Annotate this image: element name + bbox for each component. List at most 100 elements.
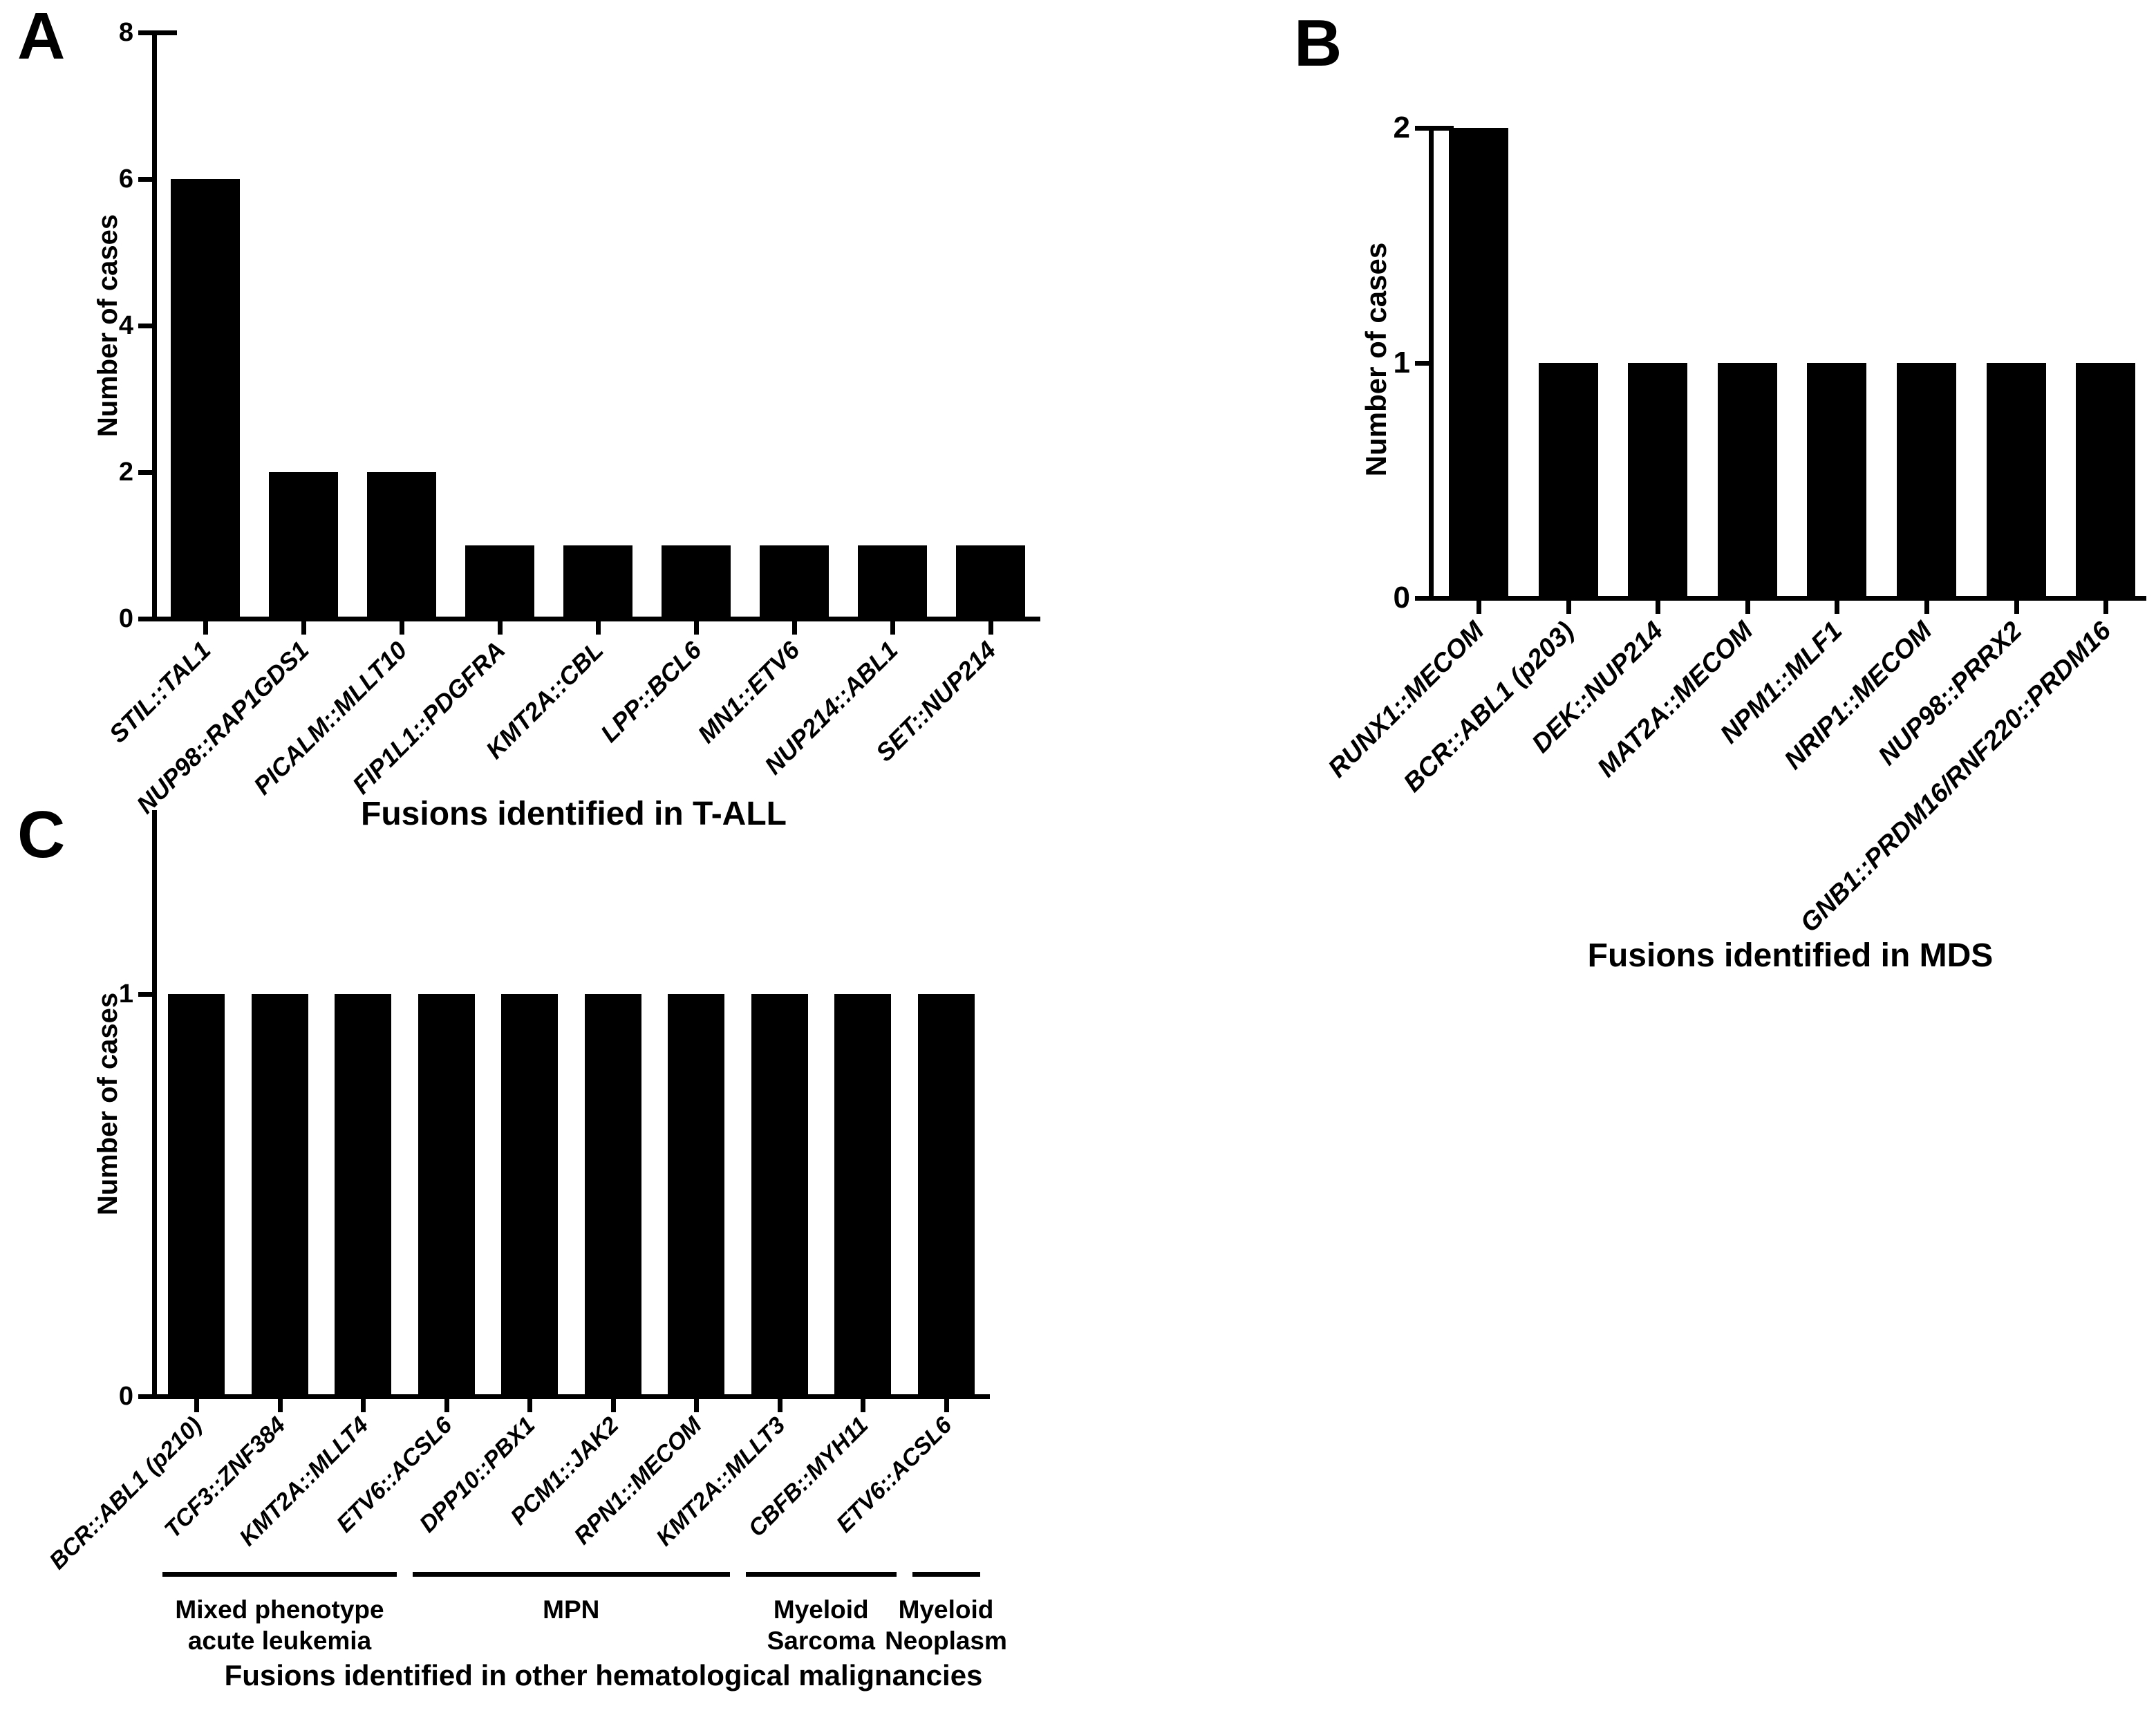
panel-a-bar: [465, 545, 534, 621]
panel-b-bar: [1986, 363, 2046, 600]
panel-c-group-label-line: Neoplasm: [885, 1627, 1007, 1656]
panel-c-group-label-line: Mixed phenotype: [175, 1595, 384, 1624]
panel-c-x-tick: [944, 1398, 949, 1412]
panel-c-x-tick: [610, 1398, 616, 1412]
panel-b-y-tick-label: 2: [1393, 111, 1410, 144]
panel-c-x-tick: [527, 1398, 532, 1412]
panel-b-x-tick: [1656, 600, 1661, 614]
panel-a-bar: [269, 472, 338, 621]
panel-c-bar: [168, 994, 225, 1398]
panel-b-category-label: DEK::NUP214: [1526, 616, 1669, 759]
panel-b-bar: [1897, 363, 1956, 600]
panel-c-bar: [501, 994, 558, 1398]
panel-c-group-underline: [912, 1572, 980, 1577]
panel-c-x-tick: [277, 1398, 283, 1412]
panel-c-bar: [584, 994, 641, 1398]
panel-a-y-tick-label: 4: [118, 311, 133, 340]
panel-c-group-underline: [162, 1572, 397, 1577]
panel-b-y-tick-label: 0: [1393, 581, 1410, 615]
panel-b-category-label: GNB1::PRDM16/RNF220::PRDM16: [1794, 616, 2117, 939]
panel-c-y-tick-label: 0: [118, 1382, 133, 1411]
panel-a-letter: A: [17, 0, 66, 73]
panel-c-bar: [917, 994, 975, 1398]
panel-a-bar: [171, 179, 240, 621]
panel-b-bar: [1449, 128, 1508, 600]
panel-a-bar: [662, 545, 731, 621]
panel-b-y-tick-label: 1: [1393, 346, 1410, 379]
panel-b-y-tick: [1415, 361, 1429, 366]
panel-c-x-axis-line: [152, 1394, 990, 1399]
panel-a-x-tick: [694, 621, 699, 635]
panel-b-y-axis-line: [1429, 126, 1434, 600]
panel-a-x-tick: [203, 621, 208, 635]
panel-c-bar: [668, 994, 724, 1398]
panel-b-category-label: MAT2A::MECOM: [1591, 616, 1759, 783]
panel-c-group-label-line: MPN: [543, 1595, 600, 1624]
panel-a-x-tick: [792, 621, 797, 635]
panel-a-y-tick-label: 8: [118, 18, 133, 47]
panel-c-group-label: MPN: [377, 1594, 765, 1625]
panel-a-x-tick: [988, 621, 993, 635]
panel-a-bar: [858, 545, 927, 621]
panel-c-group-label-line: Myeloid: [898, 1595, 994, 1624]
panel-c-y-axis-title: Number of cases: [93, 992, 123, 1216]
panel-c-x-tick: [361, 1398, 366, 1412]
panel-a-x-tick: [301, 621, 306, 635]
panel-c-x-tick: [694, 1398, 699, 1412]
panel-a-axis-top-stub: [156, 30, 177, 35]
panel-a-y-tick: [138, 30, 152, 35]
panel-a-bar: [956, 545, 1025, 621]
panel-b-y-tick: [1415, 126, 1429, 131]
panel-c-bar: [251, 994, 308, 1398]
panel-b-bar: [1807, 363, 1867, 600]
panel-a-y-tick: [138, 470, 152, 475]
panel-a-y-tick: [138, 324, 152, 328]
panel-c-y-tick-label: 1: [118, 980, 133, 1009]
panel-c-letter: C: [17, 798, 66, 872]
panel-a-bar: [760, 545, 829, 621]
panel-c-group-underline: [745, 1572, 897, 1577]
panel-c-y-tick: [138, 992, 152, 997]
panel-b-bar: [1628, 363, 1688, 600]
panel-b-bar: [1538, 363, 1598, 600]
panel-b-category-label: NPM1::MLF1: [1715, 616, 1848, 749]
panel-c-bar: [834, 994, 891, 1398]
panel-a-x-tick: [596, 621, 601, 635]
panel-c-bar: [335, 994, 391, 1398]
panel-c-group-label: Myeloid Sarcoma: [628, 1594, 1015, 1656]
panel-a-y-tick: [138, 617, 152, 621]
panel-c-bar: [418, 994, 475, 1398]
panel-c-bar: [751, 994, 808, 1398]
panel-c-group-label: Myeloid Neoplasm: [753, 1594, 1140, 1656]
panel-c-y-tick: [138, 1394, 152, 1399]
panel-b-bar: [2076, 363, 2136, 600]
panel-c-title: Fusions identified in other hematologica…: [224, 1659, 983, 1691]
panel-b-x-axis-line: [1429, 596, 2146, 601]
panel-c-group-underline: [412, 1572, 730, 1577]
panel-b-category-label: BCR::ABL1 (p203): [1398, 616, 1579, 798]
panel-a-bar: [563, 545, 632, 621]
panel-b-x-tick: [2103, 600, 2109, 614]
panel-c-group-label-line: Sarcoma: [767, 1627, 875, 1656]
panel-a-title: Fusions identified in T-ALL: [361, 796, 787, 832]
panel-a-x-tick: [400, 621, 404, 635]
panel-a-x-tick: [890, 621, 895, 635]
panel-a-x-tick: [498, 621, 503, 635]
panel-c-y-axis-line: [152, 810, 157, 1398]
panel-c-x-tick: [194, 1398, 199, 1412]
panel-b-x-tick: [1745, 600, 1750, 614]
panel-b-category-label: NUP98::PRRX2: [1873, 616, 2027, 771]
panel-a-y-axis-line: [152, 30, 157, 621]
panel-b-letter: B: [1294, 6, 1342, 80]
panel-b-bar: [1717, 363, 1777, 600]
panel-b-x-tick: [1924, 600, 1929, 614]
panel-c-group-label-line: acute leukemia: [187, 1627, 372, 1656]
panel-a-y-tick: [138, 177, 152, 182]
panel-a-y-tick-label: 2: [118, 458, 133, 487]
panel-b-y-tick: [1415, 596, 1429, 601]
panel-b-x-tick: [1566, 600, 1571, 614]
panel-c-x-tick: [861, 1398, 865, 1412]
panel-b-axis-top-stub: [1433, 126, 1454, 131]
panel-b-x-tick: [2014, 600, 2019, 614]
